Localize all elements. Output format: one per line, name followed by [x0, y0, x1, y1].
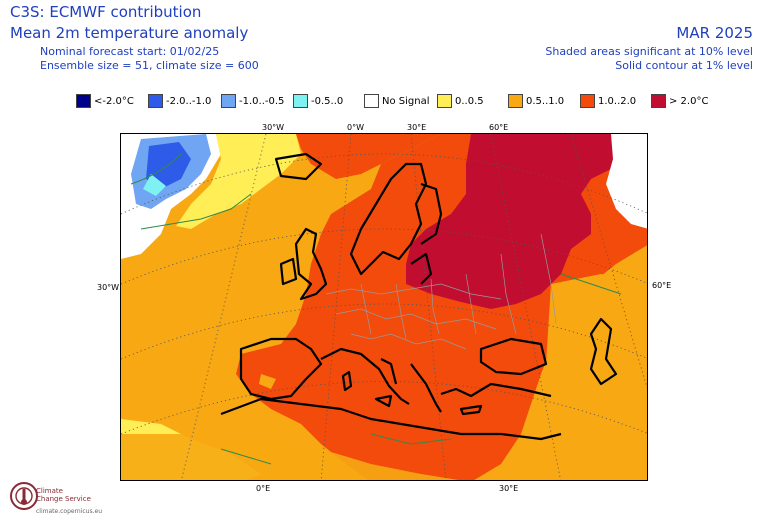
logo-name: Climate Change Service: [36, 487, 106, 503]
axis-label-bottom: 30°E: [499, 484, 519, 493]
legend-item: 1.0..2.0: [580, 93, 636, 109]
legend-item: 0.5..1.0: [508, 93, 564, 109]
significance-shaded-note: Shaded areas significant at 10% level: [545, 45, 753, 58]
legend-item: -2.0..-1.0: [148, 93, 211, 109]
logo-name-line1: Climate: [36, 487, 63, 495]
axis-label-top: 60°E: [489, 123, 509, 132]
legend-label: 0.5..1.0: [526, 95, 565, 107]
legend-item: -1.0..-0.5: [221, 93, 284, 109]
legend-swatch: [508, 94, 523, 108]
axis-label-top: 30°W: [262, 123, 285, 132]
anomaly-region-1.0-2.0: [296, 134, 441, 179]
anomaly-region-1.0-2.0: [326, 424, 361, 449]
legend-item: No Signal: [364, 93, 430, 109]
legend-label: -0.5..0: [311, 95, 344, 107]
coastlines: [220, 152, 618, 441]
legend-label: No Signal: [382, 95, 430, 107]
axis-label-bottom: 0°E: [256, 484, 271, 493]
anomaly-region-above-2.0: [406, 134, 647, 309]
legend-swatch: [293, 94, 308, 108]
axis-label-top: 30°E: [407, 123, 427, 132]
legend-item: <-2.0°C: [76, 93, 134, 109]
legend-label: -1.0..-0.5: [239, 95, 285, 107]
forecast-start-text: Nominal forecast start: 01/02/25: [40, 45, 220, 58]
ensemble-size-text: Ensemble size = 51, climate size = 600: [40, 59, 259, 72]
anomaly-region-0-0.5: [176, 134, 301, 229]
chart-subtitle: Mean 2m temperature anomaly: [10, 24, 249, 42]
axis-label-left: 30°W: [97, 283, 120, 292]
legend-label: > 2.0°C: [669, 95, 709, 107]
cold-anomaly-region: [143, 174, 166, 196]
axis-label-right: 60°E: [652, 281, 672, 290]
legend-item: > 2.0°C: [651, 93, 708, 109]
legend-label: 1.0..2.0: [598, 95, 637, 107]
legend-swatch: [76, 94, 91, 108]
legend-label: <-2.0°C: [94, 95, 134, 107]
significance-contour-note: Solid contour at 1% level: [615, 59, 753, 72]
legend-swatch: [580, 94, 595, 108]
no-signal-region: [606, 134, 647, 229]
logo-name-line2: Change Service: [36, 495, 91, 503]
forecast-period: MAR 2025: [676, 24, 753, 42]
significance-contours: [130, 153, 622, 465]
anomaly-region-0.5-1.0: [121, 434, 459, 480]
graticule: [121, 134, 647, 480]
legend-swatch: [148, 94, 163, 108]
legend-swatch: [651, 94, 666, 108]
anomaly-map-svg: [121, 134, 647, 480]
axis-label-top: 0°W: [347, 123, 364, 132]
legend-label: 0..0.5: [455, 95, 484, 107]
legend-item: -0.5..0: [293, 93, 343, 109]
legend-swatch: [364, 94, 379, 108]
chart-title: C3S: ECMWF contribution: [10, 3, 202, 21]
country-borders: [325, 233, 557, 350]
c3s-logo-icon: [10, 482, 38, 510]
legend-label: -2.0..-1.0: [166, 95, 212, 107]
logo-url: climate.copernicus.eu: [36, 508, 103, 515]
legend-item: 0..0.5: [437, 93, 484, 109]
cold-anomaly-region: [146, 142, 191, 189]
anomaly-region-0.5-1.0: [259, 374, 276, 389]
anomaly-map: [120, 133, 648, 481]
legend-swatch: [437, 94, 452, 108]
legend-swatch: [221, 94, 236, 108]
